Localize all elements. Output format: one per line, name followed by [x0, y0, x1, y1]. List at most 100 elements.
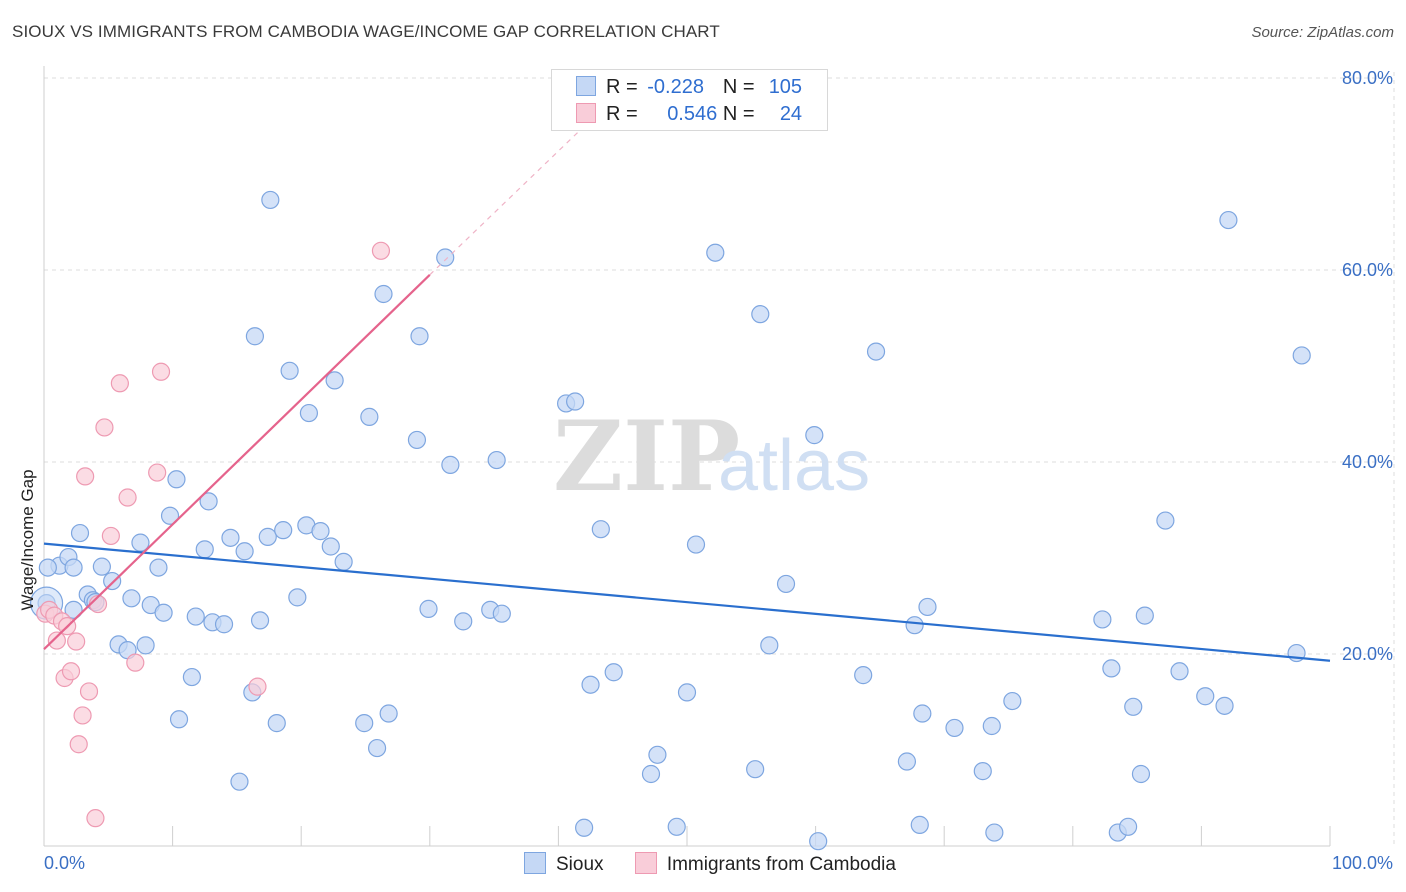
legend-item-cambodia: Immigrants from Cambodia	[634, 852, 896, 876]
cambodia-point	[47, 631, 66, 650]
sioux-point	[38, 558, 57, 577]
chart-title: SIOUX VS IMMIGRANTS FROM CAMBODIA WAGE/I…	[12, 22, 720, 41]
legend-row-sioux: R = -0.228 N = 105	[576, 76, 802, 99]
sioux-point	[973, 762, 992, 781]
trend-lines	[43, 115, 1331, 662]
sioux-point	[982, 716, 1001, 736]
sioux-point	[648, 745, 667, 764]
sioux-point	[274, 521, 293, 540]
sioux-point	[267, 714, 286, 733]
sioux-point	[169, 710, 189, 729]
sioux-point	[360, 407, 379, 426]
cambodia-point	[61, 662, 81, 681]
n-value-sioux: 105	[768, 76, 803, 98]
cambodia-point	[73, 706, 92, 725]
sioux-point	[591, 520, 610, 539]
sioux-point	[186, 607, 205, 626]
cambodia-point	[371, 241, 391, 260]
sioux-point	[1196, 687, 1215, 706]
sioux-point	[1093, 610, 1112, 629]
sioux-point	[866, 342, 886, 361]
sioux-point	[250, 611, 270, 630]
r-value-sioux: -0.228	[647, 76, 704, 98]
sioux-point	[214, 615, 234, 634]
axes	[43, 66, 1331, 847]
cambodia-point	[151, 362, 171, 381]
source-label: Source: ZipAtlas.com	[1251, 24, 1394, 41]
sioux-point	[677, 683, 697, 702]
cambodia-point	[69, 735, 88, 754]
sioux-point	[195, 540, 214, 559]
legend-label-cambodia: Immigrants from Cambodia	[666, 854, 896, 875]
sioux-point	[199, 492, 218, 511]
cambodia-trend-line	[43, 274, 431, 650]
sioux-point	[379, 704, 398, 723]
sioux-point	[154, 603, 173, 622]
sioux-point	[122, 589, 141, 608]
sioux-point	[311, 522, 330, 541]
sioux-point	[1131, 764, 1151, 784]
sioux-point	[136, 636, 155, 655]
legend-label-sioux: Sioux	[556, 854, 604, 875]
sioux-point	[235, 542, 254, 561]
cambodia-point	[148, 463, 167, 482]
y-tick-label: 20.0%	[1342, 644, 1393, 664]
sioux-point	[1170, 662, 1189, 681]
cambodia-legend-icon	[634, 852, 657, 874]
x-tick-label: 100.0%	[1332, 853, 1393, 873]
sioux-point	[1135, 606, 1154, 625]
sioux-trend-line	[43, 542, 1331, 662]
sioux-point	[221, 528, 240, 547]
sioux-point	[182, 667, 201, 687]
cambodia-point	[95, 418, 114, 437]
data-points	[29, 190, 1311, 851]
sioux-point	[945, 718, 964, 738]
sioux-point	[776, 574, 796, 594]
sioux-point	[258, 527, 277, 546]
sioux-point	[1118, 817, 1138, 836]
n-label: N =	[722, 76, 755, 98]
y-tick-label: 80.0%	[1342, 68, 1393, 88]
watermark-zip: ZIP	[553, 400, 740, 513]
sioux-point	[809, 832, 828, 851]
series-legend: Sioux Immigrants from Cambodia	[524, 852, 922, 876]
sioux-point	[897, 752, 917, 771]
legend-row-cambodia: R = 0.546 N = 24	[576, 103, 802, 126]
sioux-point	[454, 612, 473, 631]
sioux-point	[581, 675, 600, 694]
n-label: N =	[722, 103, 755, 125]
cambodia-point	[110, 374, 129, 393]
cambodia-point	[67, 632, 86, 651]
y-axis-label: Wage/Income Gap	[18, 469, 37, 610]
watermark-atlas: atlas	[718, 426, 870, 506]
sioux-point	[410, 327, 429, 346]
sioux-point	[436, 248, 455, 267]
cambodia-swatch-icon	[576, 103, 596, 123]
correlation-legend: R = -0.228 N = 105 R = 0.546 N = 24	[551, 69, 828, 131]
sioux-point	[686, 535, 706, 554]
sioux-point	[367, 738, 387, 758]
sioux-point	[760, 636, 779, 655]
legend-item-sioux: Sioux	[524, 852, 604, 876]
r-label: R =	[606, 76, 638, 98]
sioux-point	[131, 533, 150, 552]
y-tick-label: 60.0%	[1342, 260, 1393, 280]
sioux-point	[64, 600, 83, 619]
sioux-point	[280, 361, 299, 380]
sioux-point	[575, 818, 594, 837]
tick-labels: 20.0% 40.0% 60.0% 80.0% 0.0% 100.0%	[44, 68, 1393, 873]
sioux-point	[355, 714, 374, 733]
sioux-swatch-icon	[576, 76, 596, 96]
cambodia-point	[76, 467, 95, 486]
sioux-point	[1003, 691, 1022, 711]
sioux-point	[407, 430, 427, 450]
sioux-point	[667, 817, 686, 836]
sioux-point	[854, 666, 873, 685]
sioux-legend-icon	[524, 852, 546, 874]
sioux-point	[374, 284, 393, 304]
sioux-point	[910, 815, 929, 834]
sioux-point	[905, 616, 924, 635]
cambodia-trend-extension	[429, 115, 595, 276]
sioux-point	[1102, 659, 1121, 678]
sioux-point	[261, 190, 280, 210]
